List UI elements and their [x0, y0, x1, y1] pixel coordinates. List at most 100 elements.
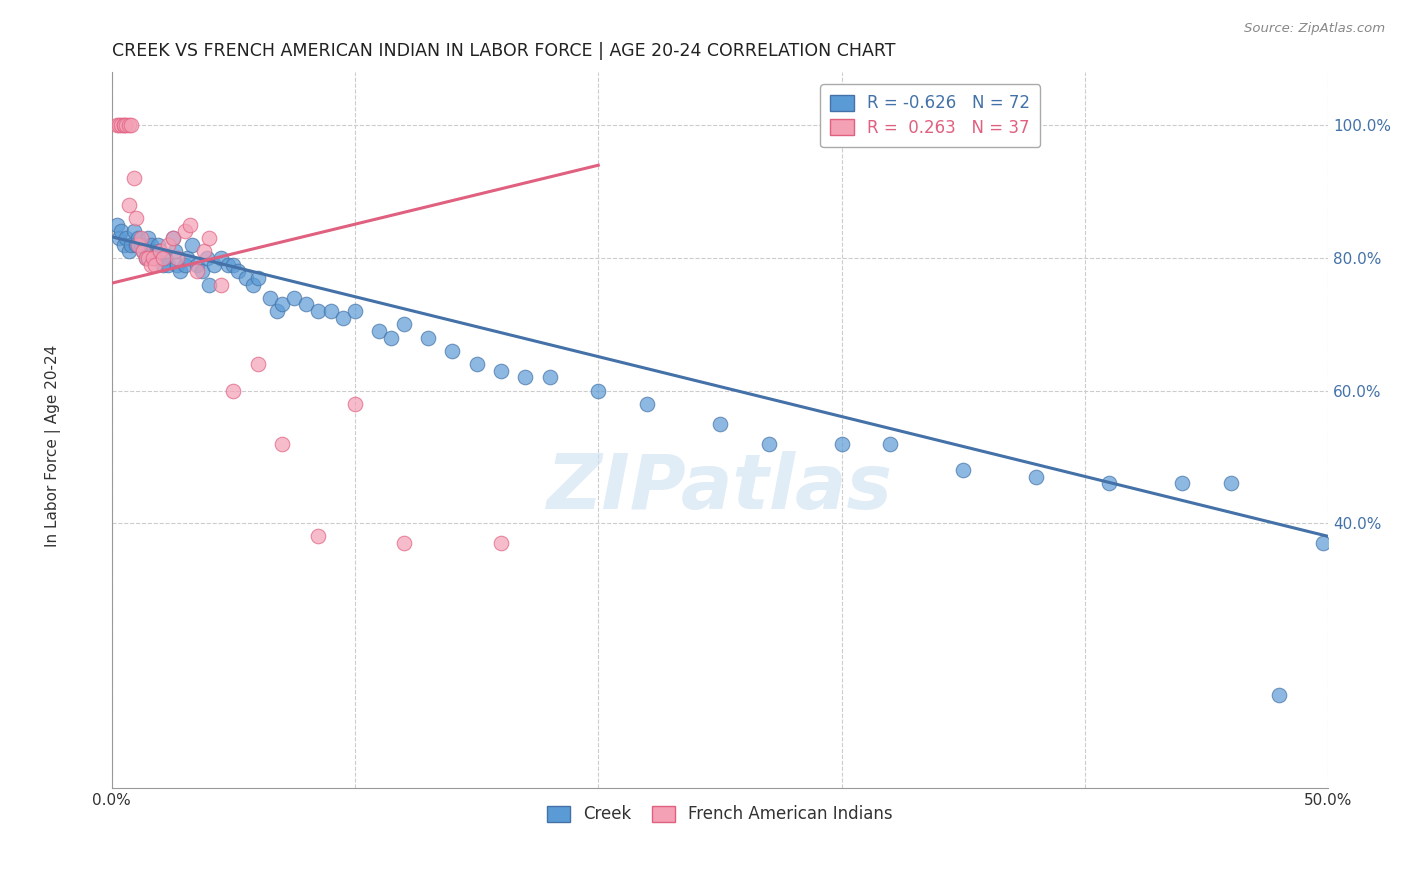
Point	[142, 244, 165, 259]
Point	[173, 258, 195, 272]
Point	[1219, 476, 1241, 491]
Point	[190, 264, 212, 278]
Text: Source: ZipAtlas.com: Source: ZipAtlas.com	[1244, 22, 1385, 36]
Point	[489, 536, 512, 550]
Point	[136, 251, 159, 265]
Point	[139, 258, 162, 272]
Point	[173, 225, 195, 239]
Point	[441, 343, 464, 358]
Point	[156, 258, 179, 272]
Point	[166, 258, 188, 272]
Point	[149, 244, 172, 259]
Point	[145, 258, 167, 272]
Point	[145, 251, 167, 265]
Point	[176, 251, 198, 265]
Text: In Labor Force | Age 20-24: In Labor Force | Age 20-24	[45, 345, 62, 547]
Point	[169, 264, 191, 278]
Point	[118, 198, 141, 212]
Point	[105, 119, 128, 133]
Point	[125, 211, 148, 226]
Point	[115, 119, 138, 133]
Point	[152, 258, 174, 272]
Point	[222, 258, 245, 272]
Point	[112, 119, 135, 133]
Point	[242, 277, 264, 292]
Point	[115, 231, 138, 245]
Point	[758, 436, 780, 450]
Point	[146, 237, 169, 252]
Point	[108, 119, 131, 133]
Point	[515, 370, 537, 384]
Point	[156, 237, 179, 252]
Point	[1312, 536, 1334, 550]
Point	[122, 225, 145, 239]
Point	[118, 119, 141, 133]
Point	[392, 536, 415, 550]
Point	[162, 231, 184, 245]
Point	[120, 119, 142, 133]
Point	[489, 364, 512, 378]
Point	[879, 436, 901, 450]
Point	[118, 244, 141, 259]
Point	[135, 251, 157, 265]
Point	[162, 231, 184, 245]
Point	[110, 119, 132, 133]
Point	[166, 251, 188, 265]
Point	[125, 237, 148, 252]
Text: ZIPatlas: ZIPatlas	[547, 450, 893, 524]
Point	[139, 237, 162, 252]
Point	[831, 436, 853, 450]
Point	[193, 244, 215, 259]
Point	[308, 529, 330, 543]
Point	[181, 237, 204, 252]
Point	[149, 244, 172, 259]
Point	[343, 304, 366, 318]
Point	[380, 330, 402, 344]
Point	[1268, 689, 1291, 703]
Point	[202, 258, 225, 272]
Point	[368, 324, 391, 338]
Point	[1098, 476, 1121, 491]
Point	[120, 237, 142, 252]
Point	[222, 384, 245, 398]
Point	[129, 231, 152, 245]
Point	[392, 318, 415, 332]
Point	[588, 384, 610, 398]
Point	[465, 357, 488, 371]
Point	[136, 231, 159, 245]
Point	[179, 218, 201, 232]
Point	[105, 218, 128, 232]
Point	[952, 463, 974, 477]
Point	[198, 277, 221, 292]
Point	[271, 297, 294, 311]
Point	[308, 304, 330, 318]
Point	[226, 264, 249, 278]
Point	[152, 251, 174, 265]
Point	[636, 397, 658, 411]
Point	[110, 225, 132, 239]
Point	[259, 291, 281, 305]
Point	[129, 237, 152, 252]
Point	[195, 251, 218, 265]
Point	[108, 231, 131, 245]
Point	[112, 119, 135, 133]
Point	[198, 231, 221, 245]
Point	[332, 310, 354, 325]
Point	[246, 271, 269, 285]
Point	[132, 244, 155, 259]
Point	[271, 436, 294, 450]
Point	[209, 277, 232, 292]
Point	[132, 244, 155, 259]
Point	[709, 417, 731, 431]
Point	[1171, 476, 1194, 491]
Point	[218, 258, 240, 272]
Point	[127, 231, 149, 245]
Point	[319, 304, 342, 318]
Point	[235, 271, 257, 285]
Point	[112, 237, 135, 252]
Point	[163, 244, 186, 259]
Point	[343, 397, 366, 411]
Point	[209, 251, 232, 265]
Point	[186, 258, 208, 272]
Point	[266, 304, 288, 318]
